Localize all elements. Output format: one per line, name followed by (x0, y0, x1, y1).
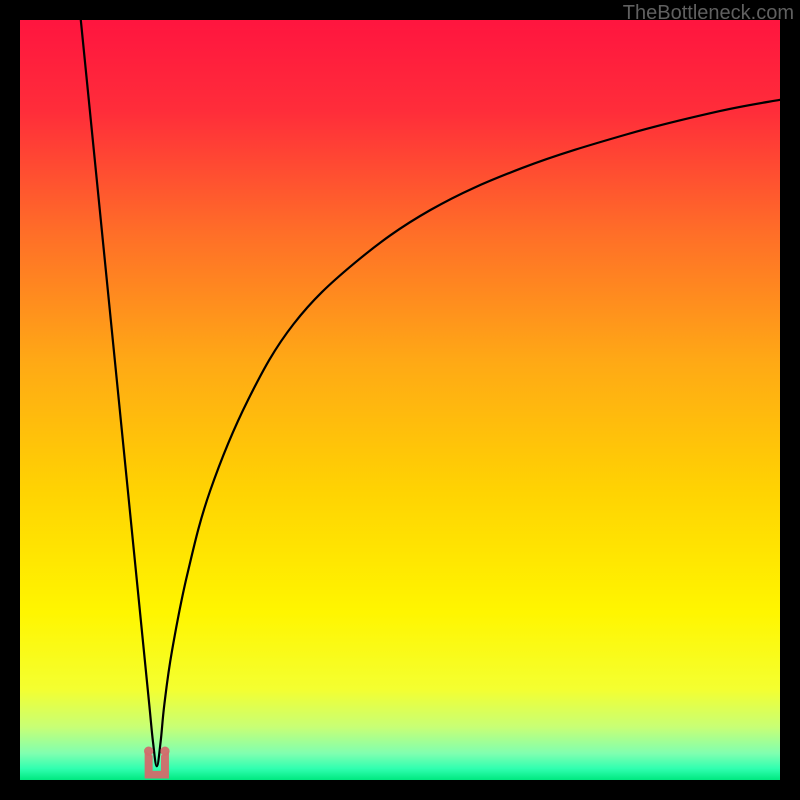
marker-cap (160, 747, 169, 756)
watermark-text: TheBottleneck.com (623, 2, 794, 25)
bottleneck-chart (0, 0, 800, 800)
gradient-background (20, 20, 780, 780)
chart-container: TheBottleneck.com (0, 0, 800, 800)
marker-cap (144, 747, 153, 756)
